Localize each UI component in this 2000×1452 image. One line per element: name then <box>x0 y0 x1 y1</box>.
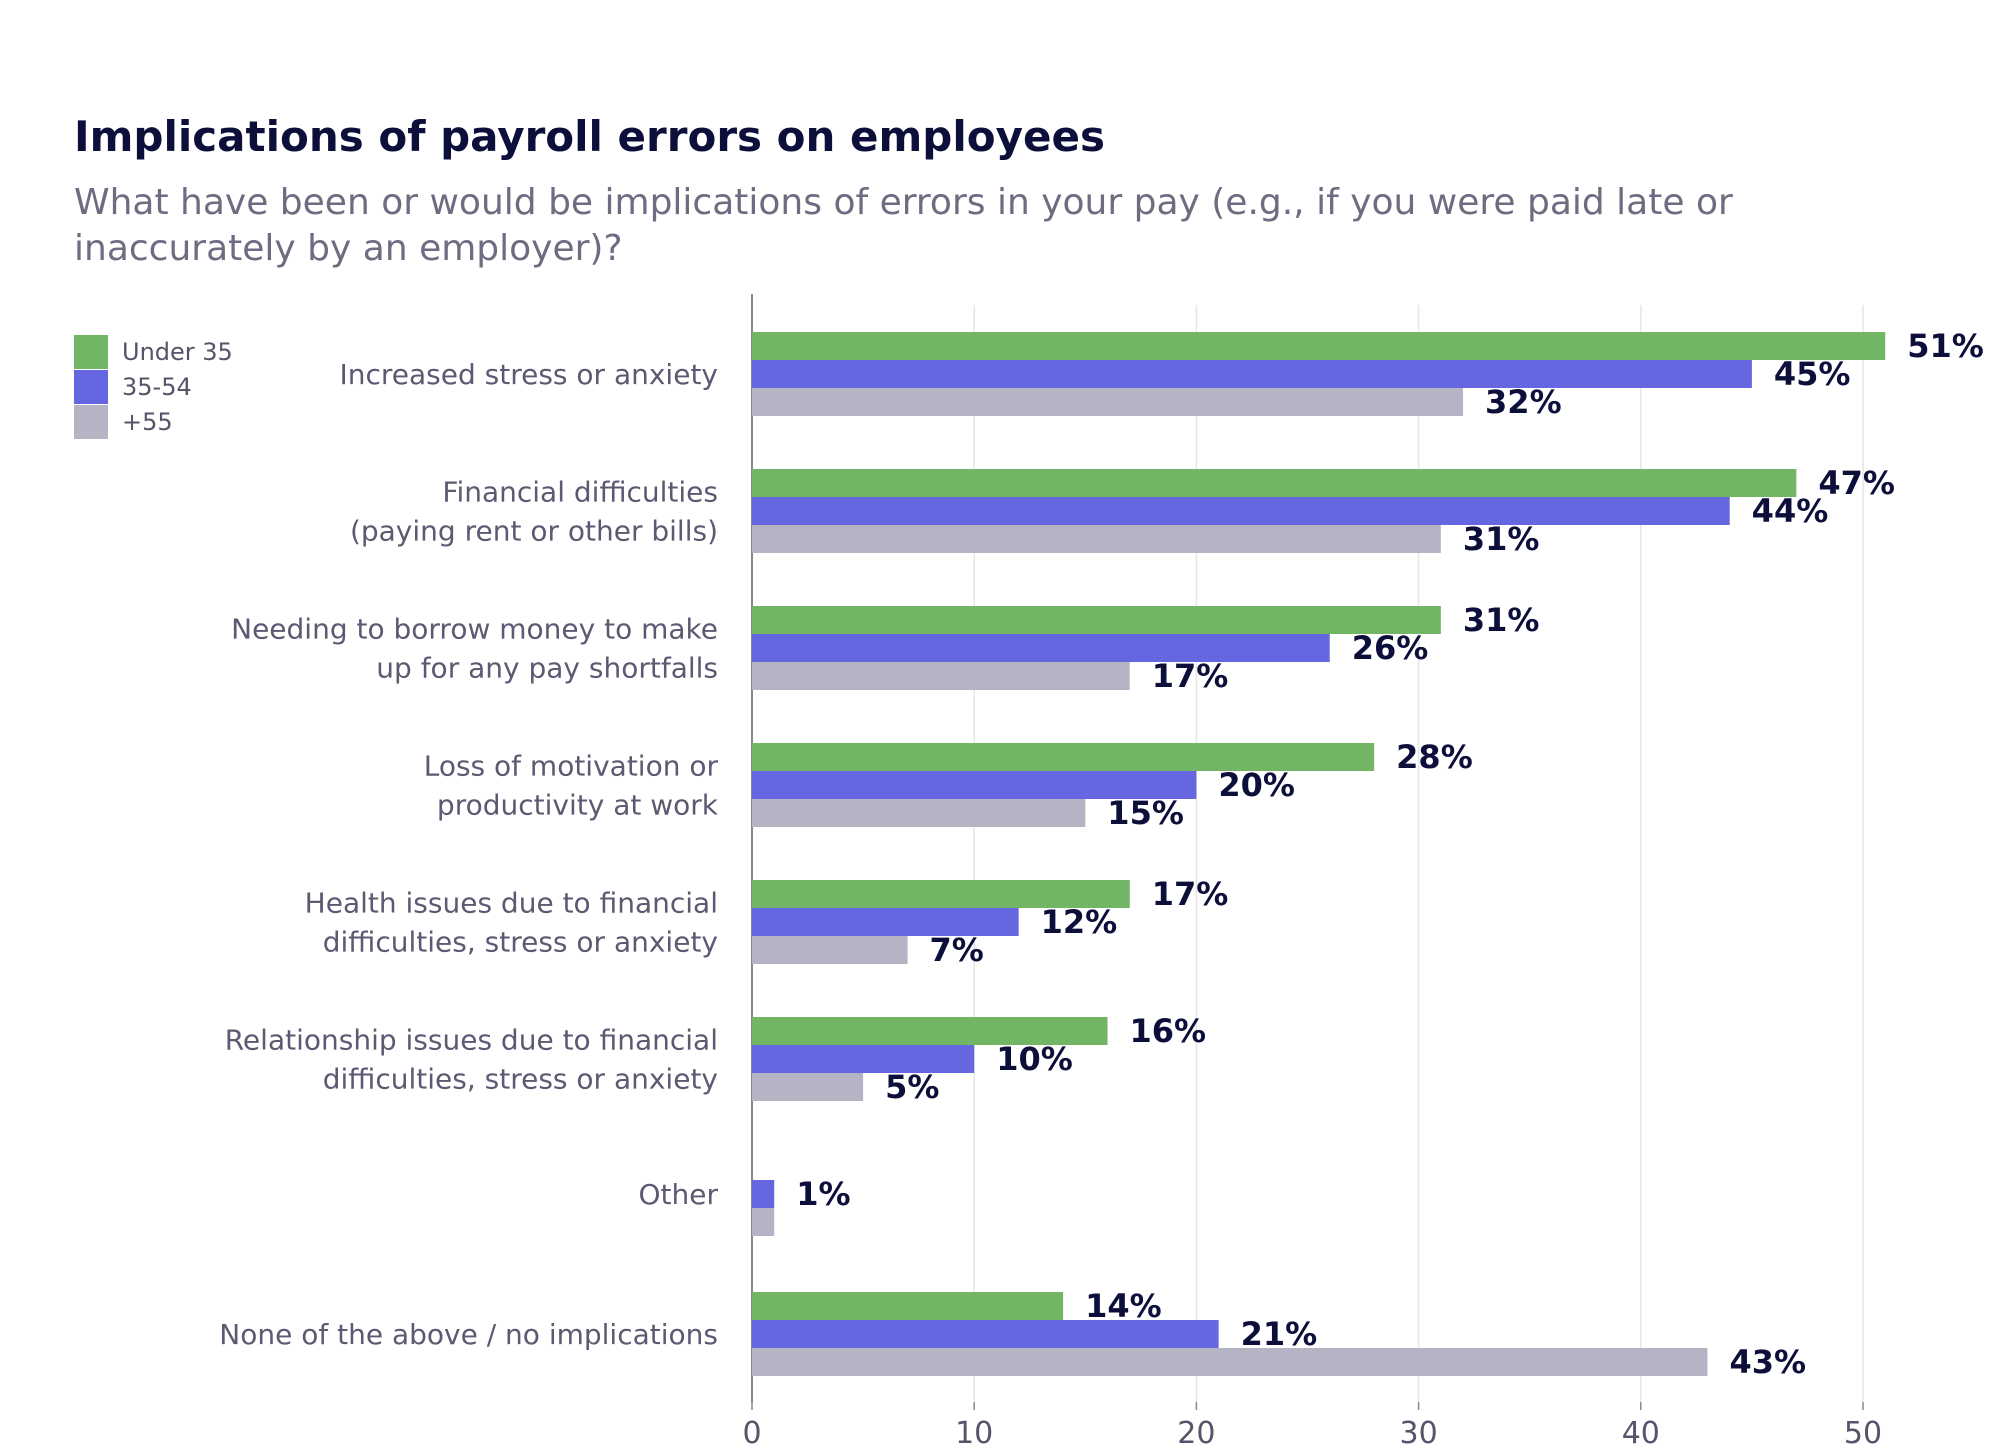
data-label: 1% <box>796 1175 850 1213</box>
legend-item-under35: Under 35 <box>74 334 233 369</box>
bar-35-54 <box>752 360 1752 388</box>
data-label: 5% <box>885 1068 939 1106</box>
data-label: 26% <box>1352 629 1429 667</box>
legend-item-55plus: +55 <box>74 404 233 439</box>
legend-label-35-54: 35-54 <box>122 372 192 401</box>
legend-label-under35: Under 35 <box>122 337 233 366</box>
bar-35-54 <box>752 908 1019 936</box>
bar-under35 <box>752 880 1130 908</box>
category-label: difficulties, stress or anxiety <box>323 1063 718 1096</box>
data-label: 45% <box>1774 355 1851 393</box>
bar-55plus <box>752 936 908 964</box>
bar-under35 <box>752 1292 1064 1320</box>
category-label: difficulties, stress or anxiety <box>323 926 718 959</box>
bar-under35 <box>752 1017 1108 1045</box>
bar-35-54 <box>752 634 1330 662</box>
chart-title: Implications of payroll errors on employ… <box>74 112 1105 161</box>
data-label: 31% <box>1463 601 1540 639</box>
x-tick-label: 20 <box>1177 1416 1215 1451</box>
x-tick-label: 0 <box>742 1416 761 1451</box>
data-label: 43% <box>1729 1343 1806 1381</box>
category-label: (paying rent or other bills) <box>350 515 718 548</box>
bar-35-54 <box>752 1320 1219 1348</box>
x-tick-label: 40 <box>1622 1416 1660 1451</box>
chart-subtitle: What have been or would be implications … <box>74 182 1733 269</box>
data-label: 7% <box>930 931 984 969</box>
data-label: 32% <box>1485 383 1562 421</box>
category-label: productivity at work <box>437 789 719 822</box>
data-label: 44% <box>1752 492 1829 530</box>
x-tick-label: 50 <box>1844 1416 1882 1451</box>
category-label: Health issues due to financial <box>305 887 718 920</box>
bar-55plus <box>752 1348 1708 1376</box>
data-label: 17% <box>1152 875 1229 913</box>
bar-55plus <box>752 1073 864 1101</box>
category-label: None of the above / no implications <box>219 1318 718 1351</box>
bar-35-54 <box>752 1045 975 1073</box>
bar-55plus <box>752 388 1464 416</box>
category-label: Relationship issues due to financial <box>225 1024 718 1057</box>
bar-55plus <box>752 662 1130 690</box>
data-label: 47% <box>1818 464 1895 502</box>
bar-under35 <box>752 606 1441 634</box>
category-label: Increased stress or anxiety <box>339 358 718 391</box>
bar-under35 <box>752 469 1797 497</box>
data-label: 21% <box>1241 1315 1318 1353</box>
legend-label-55plus: +55 <box>122 407 173 436</box>
legend: Under 35 35-54 +55 <box>74 334 233 439</box>
data-label: 12% <box>1041 903 1118 941</box>
x-tick-label: 30 <box>1400 1416 1438 1451</box>
bar-55plus <box>752 799 1086 827</box>
bar-55plus <box>752 525 1441 553</box>
bar-35-54 <box>752 771 1197 799</box>
category-label: Financial difficulties <box>442 476 718 509</box>
data-label: 31% <box>1463 520 1540 558</box>
legend-item-35-54: 35-54 <box>74 369 233 404</box>
data-label: 17% <box>1152 657 1229 695</box>
bar-35-54 <box>752 497 1730 525</box>
legend-swatch-under35 <box>74 334 108 369</box>
bar-35-54 <box>752 1180 775 1208</box>
data-label: 28% <box>1396 738 1473 776</box>
data-label: 51% <box>1907 327 1984 365</box>
data-label: 16% <box>1130 1012 1207 1050</box>
category-label: Other <box>638 1178 718 1211</box>
bar-55plus <box>752 1208 775 1236</box>
bar-under35 <box>752 743 1375 771</box>
x-tick-label: 10 <box>955 1416 993 1451</box>
legend-swatch-35-54 <box>74 369 108 404</box>
data-label: 15% <box>1107 794 1184 832</box>
category-label: Needing to borrow money to make <box>231 613 718 646</box>
data-label: 14% <box>1085 1287 1162 1325</box>
data-label: 10% <box>996 1040 1073 1078</box>
category-label: Loss of motivation or <box>424 750 719 783</box>
data-label: 20% <box>1218 766 1295 804</box>
bar-under35 <box>752 332 1886 360</box>
category-label: up for any pay shortfalls <box>376 652 718 685</box>
legend-swatch-55plus <box>74 404 108 439</box>
